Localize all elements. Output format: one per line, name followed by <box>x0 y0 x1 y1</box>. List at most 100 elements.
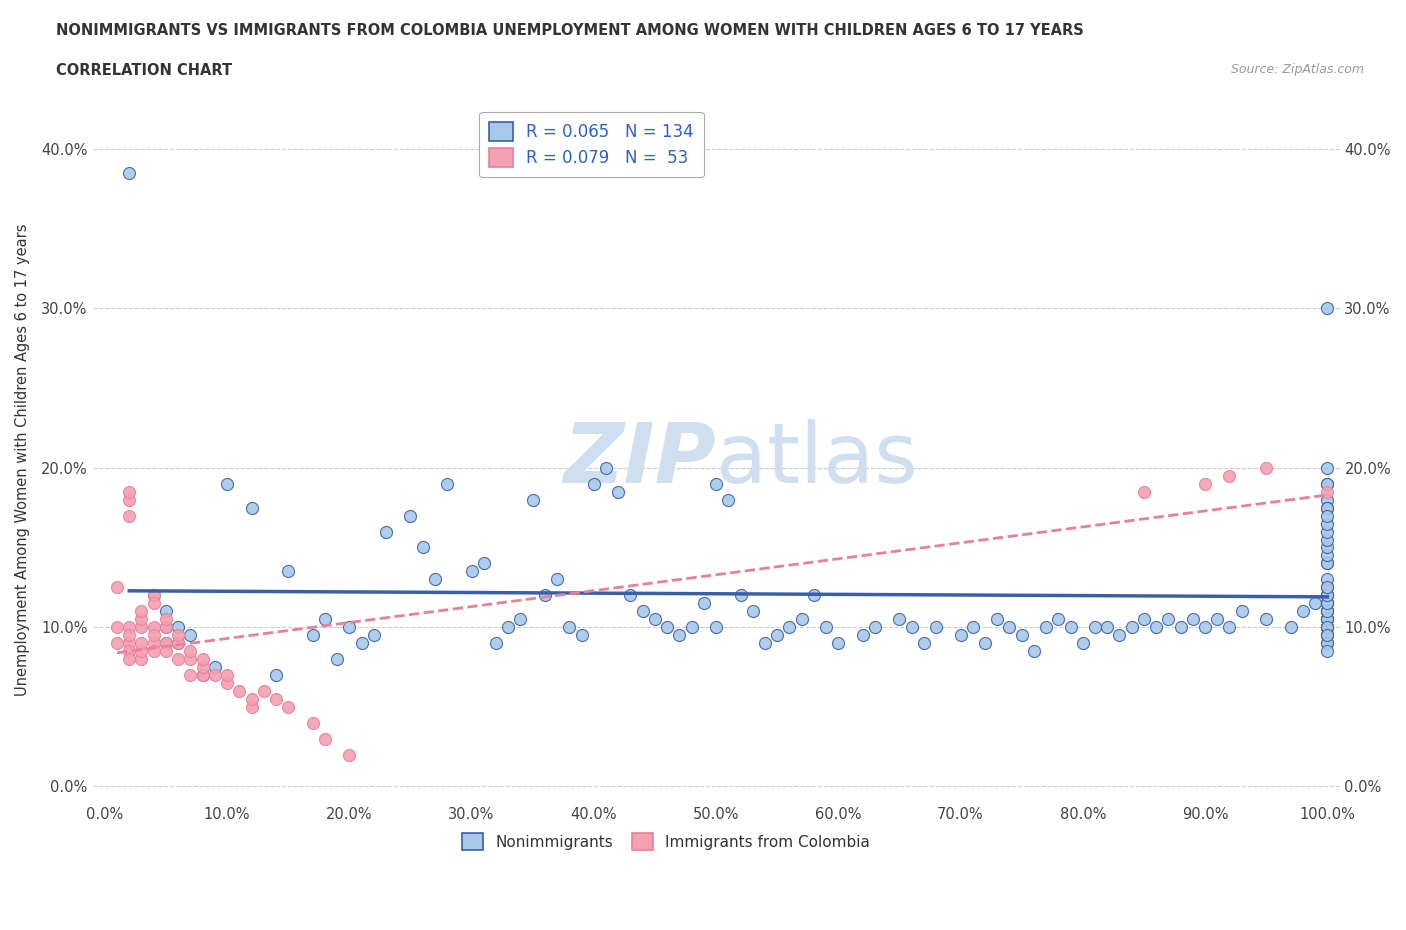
Point <box>900 619 922 634</box>
Y-axis label: Unemployment Among Women with Children Ages 6 to 17 years: Unemployment Among Women with Children A… <box>15 223 30 696</box>
Point <box>118 492 141 507</box>
Point <box>1108 628 1130 643</box>
Point <box>1316 588 1339 603</box>
Point <box>314 731 336 746</box>
Point <box>179 652 201 667</box>
Point <box>277 699 299 714</box>
Point <box>204 668 226 683</box>
Point <box>1316 604 1339 618</box>
Point <box>1316 572 1339 587</box>
Point <box>215 668 238 683</box>
Point <box>1316 588 1339 603</box>
Point <box>863 619 886 634</box>
Point <box>1316 500 1339 515</box>
Point <box>1316 532 1339 547</box>
Point <box>1316 604 1339 618</box>
Point <box>1011 628 1033 643</box>
Point <box>1316 460 1339 475</box>
Point <box>142 588 165 603</box>
Point <box>105 635 128 650</box>
Point <box>1316 619 1339 634</box>
Point <box>1133 612 1156 627</box>
Point <box>534 588 557 603</box>
Point <box>1316 619 1339 634</box>
Point <box>1316 580 1339 595</box>
Point <box>1144 619 1167 634</box>
Point <box>1316 635 1339 650</box>
Point <box>717 492 740 507</box>
Point <box>264 668 287 683</box>
Point <box>1059 619 1081 634</box>
Point <box>301 715 323 730</box>
Point <box>131 612 153 627</box>
Point <box>998 619 1021 634</box>
Point <box>1316 580 1339 595</box>
Point <box>949 628 972 643</box>
Point <box>595 460 617 475</box>
Point <box>155 635 177 650</box>
Point <box>1097 619 1119 634</box>
Point <box>657 619 679 634</box>
Point <box>1316 628 1339 643</box>
Point <box>704 619 727 634</box>
Point <box>1218 469 1240 484</box>
Point <box>337 619 360 634</box>
Point <box>1316 516 1339 531</box>
Point <box>1316 596 1339 611</box>
Point <box>754 635 776 650</box>
Point <box>472 556 495 571</box>
Point <box>558 619 581 634</box>
Point <box>582 476 605 491</box>
Point <box>155 644 177 658</box>
Point <box>741 604 763 618</box>
Point <box>142 619 165 634</box>
Point <box>925 619 948 634</box>
Point <box>1316 596 1339 611</box>
Legend: Nonimmigrants, Immigrants from Colombia: Nonimmigrants, Immigrants from Colombia <box>456 827 876 857</box>
Point <box>337 747 360 762</box>
Point <box>522 492 544 507</box>
Point <box>1133 485 1156 499</box>
Point <box>314 612 336 627</box>
Point <box>350 635 373 650</box>
Point <box>1316 525 1339 539</box>
Point <box>277 564 299 578</box>
Point <box>105 619 128 634</box>
Point <box>852 628 875 643</box>
Point <box>240 699 263 714</box>
Point <box>912 635 935 650</box>
Point <box>142 635 165 650</box>
Point <box>215 675 238 690</box>
Point <box>191 652 214 667</box>
Point <box>1316 635 1339 650</box>
Point <box>118 508 141 523</box>
Point <box>191 668 214 683</box>
Point <box>105 580 128 595</box>
Point <box>485 635 508 650</box>
Point <box>1071 635 1094 650</box>
Point <box>215 476 238 491</box>
Point <box>1316 548 1339 563</box>
Point <box>986 612 1008 627</box>
Point <box>790 612 813 627</box>
Point <box>118 619 141 634</box>
Point <box>704 476 727 491</box>
Point <box>118 635 141 650</box>
Text: CORRELATION CHART: CORRELATION CHART <box>56 63 232 78</box>
Point <box>460 564 482 578</box>
Point <box>228 684 250 698</box>
Point <box>1170 619 1192 634</box>
Point <box>1256 460 1278 475</box>
Text: Source: ZipAtlas.com: Source: ZipAtlas.com <box>1230 63 1364 76</box>
Point <box>668 628 690 643</box>
Point <box>509 612 531 627</box>
Point <box>1316 612 1339 627</box>
Point <box>179 644 201 658</box>
Point <box>253 684 276 698</box>
Point <box>1194 619 1216 634</box>
Point <box>1316 619 1339 634</box>
Point <box>1316 556 1339 571</box>
Point <box>619 588 641 603</box>
Point <box>1316 476 1339 491</box>
Point <box>191 668 214 683</box>
